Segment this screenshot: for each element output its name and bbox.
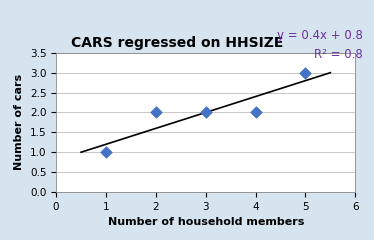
Point (103, 150, 109, 154)
Point (303, 71, 309, 75)
Text: y = 0.4x + 0.8: y = 0.4x + 0.8 (277, 29, 363, 42)
Point (153, 111, 159, 114)
X-axis label: Number of household members: Number of household members (107, 217, 304, 227)
Text: CARS regressed on HHSIZE: CARS regressed on HHSIZE (71, 36, 283, 50)
Point (203, 111, 209, 114)
Y-axis label: Number of cars: Number of cars (14, 74, 24, 170)
Point (252, 111, 258, 114)
Text: R² = 0.8: R² = 0.8 (314, 48, 363, 61)
